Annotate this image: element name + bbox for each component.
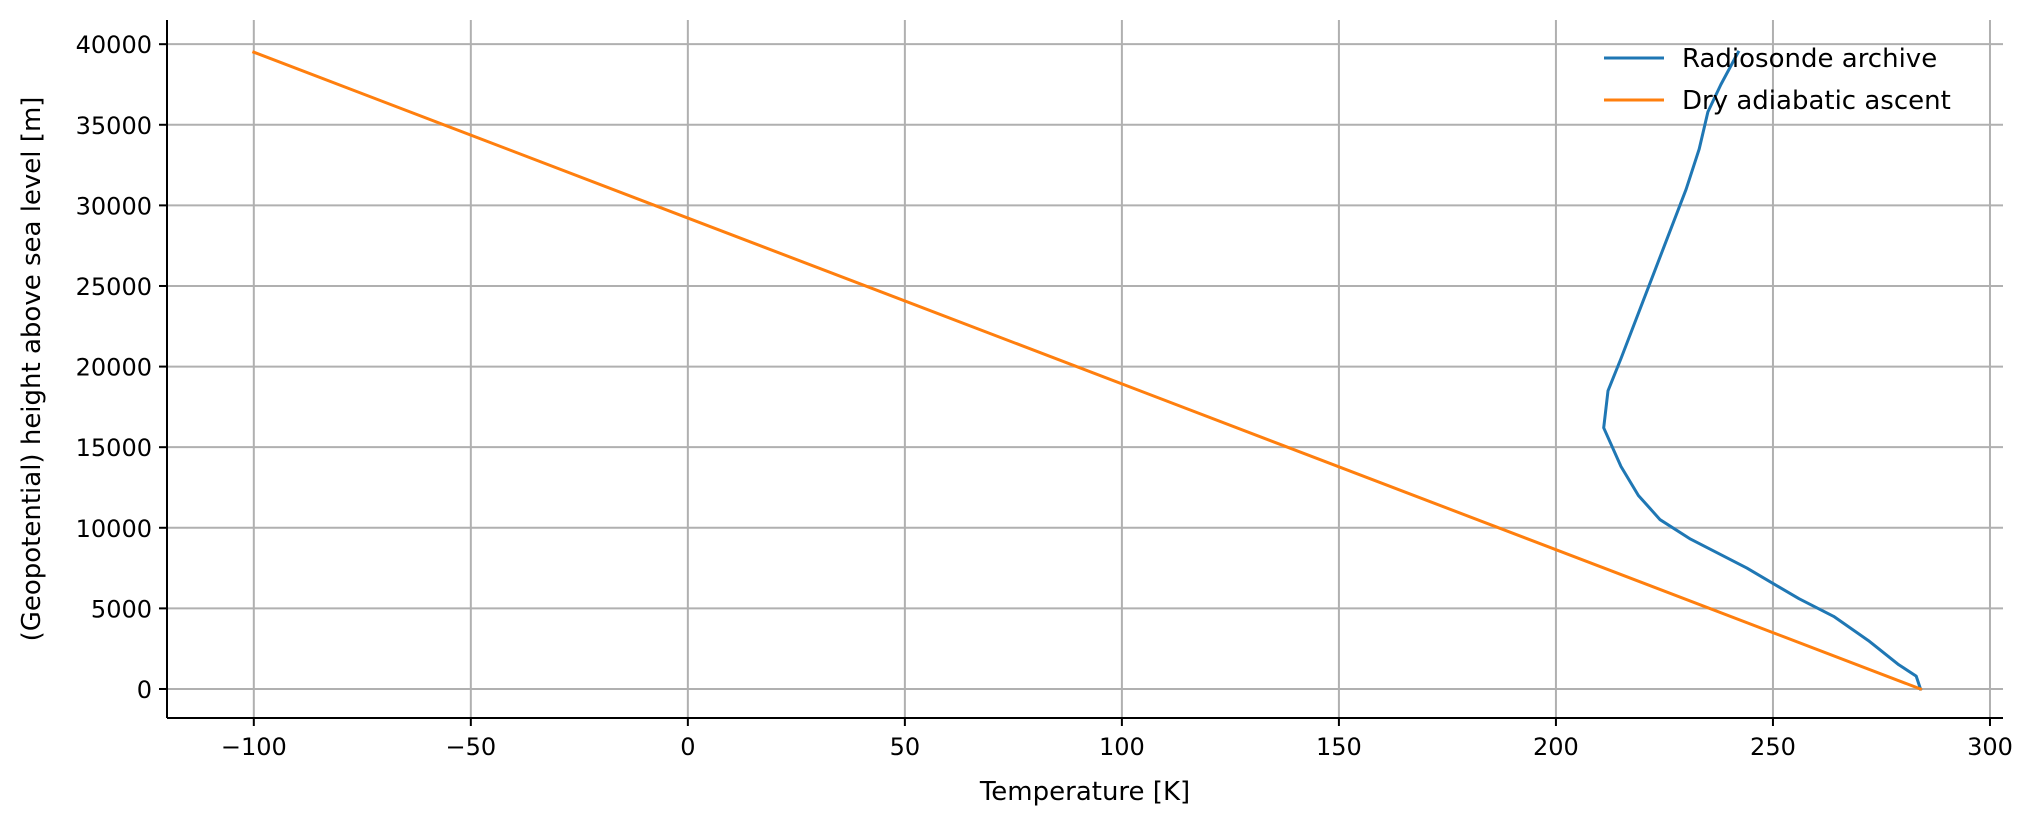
x-tick-label: 150 (1316, 733, 1362, 761)
x-tick-label: −50 (446, 733, 497, 761)
x-axis-label: Temperature [K] (979, 777, 1190, 807)
y-tick-label: 35000 (76, 112, 152, 140)
series-line-1 (251, 50, 1923, 691)
y-tick-label: 25000 (76, 273, 152, 301)
y-tick-label: 0 (137, 676, 152, 704)
legend-label: Radiosonde archive (1682, 44, 1937, 74)
x-tick-label: 50 (890, 733, 921, 761)
y-axis-label: (Geopotential) height above sea level [m… (17, 97, 47, 642)
legend: Radiosonde archive Dry adiabatic ascent (1604, 44, 1951, 116)
x-tick-label: 250 (1750, 733, 1796, 761)
x-ticks: −100 −50 0 50 100 150 200 250 300 (221, 718, 2013, 761)
y-tick-label: 40000 (76, 31, 152, 59)
series-line-0 (1602, 50, 1923, 691)
x-tick-label: 300 (1967, 733, 2013, 761)
series-layer (251, 50, 1923, 691)
y-tick-label: 15000 (76, 434, 152, 462)
x-tick-label: 200 (1533, 733, 1579, 761)
grid (167, 20, 2003, 718)
y-ticks: 0 5000 10000 15000 20000 25000 30000 35000 40000 (76, 31, 167, 704)
x-tick-label: 0 (680, 733, 695, 761)
y-tick-label: 5000 (91, 595, 152, 623)
y-tick-label: 10000 (76, 515, 152, 543)
legend-label: Dry adiabatic ascent (1682, 86, 1951, 116)
x-tick-label: 100 (1099, 733, 1145, 761)
x-tick-label: −100 (221, 733, 287, 761)
y-tick-label: 20000 (76, 354, 152, 382)
y-tick-label: 30000 (76, 192, 152, 220)
